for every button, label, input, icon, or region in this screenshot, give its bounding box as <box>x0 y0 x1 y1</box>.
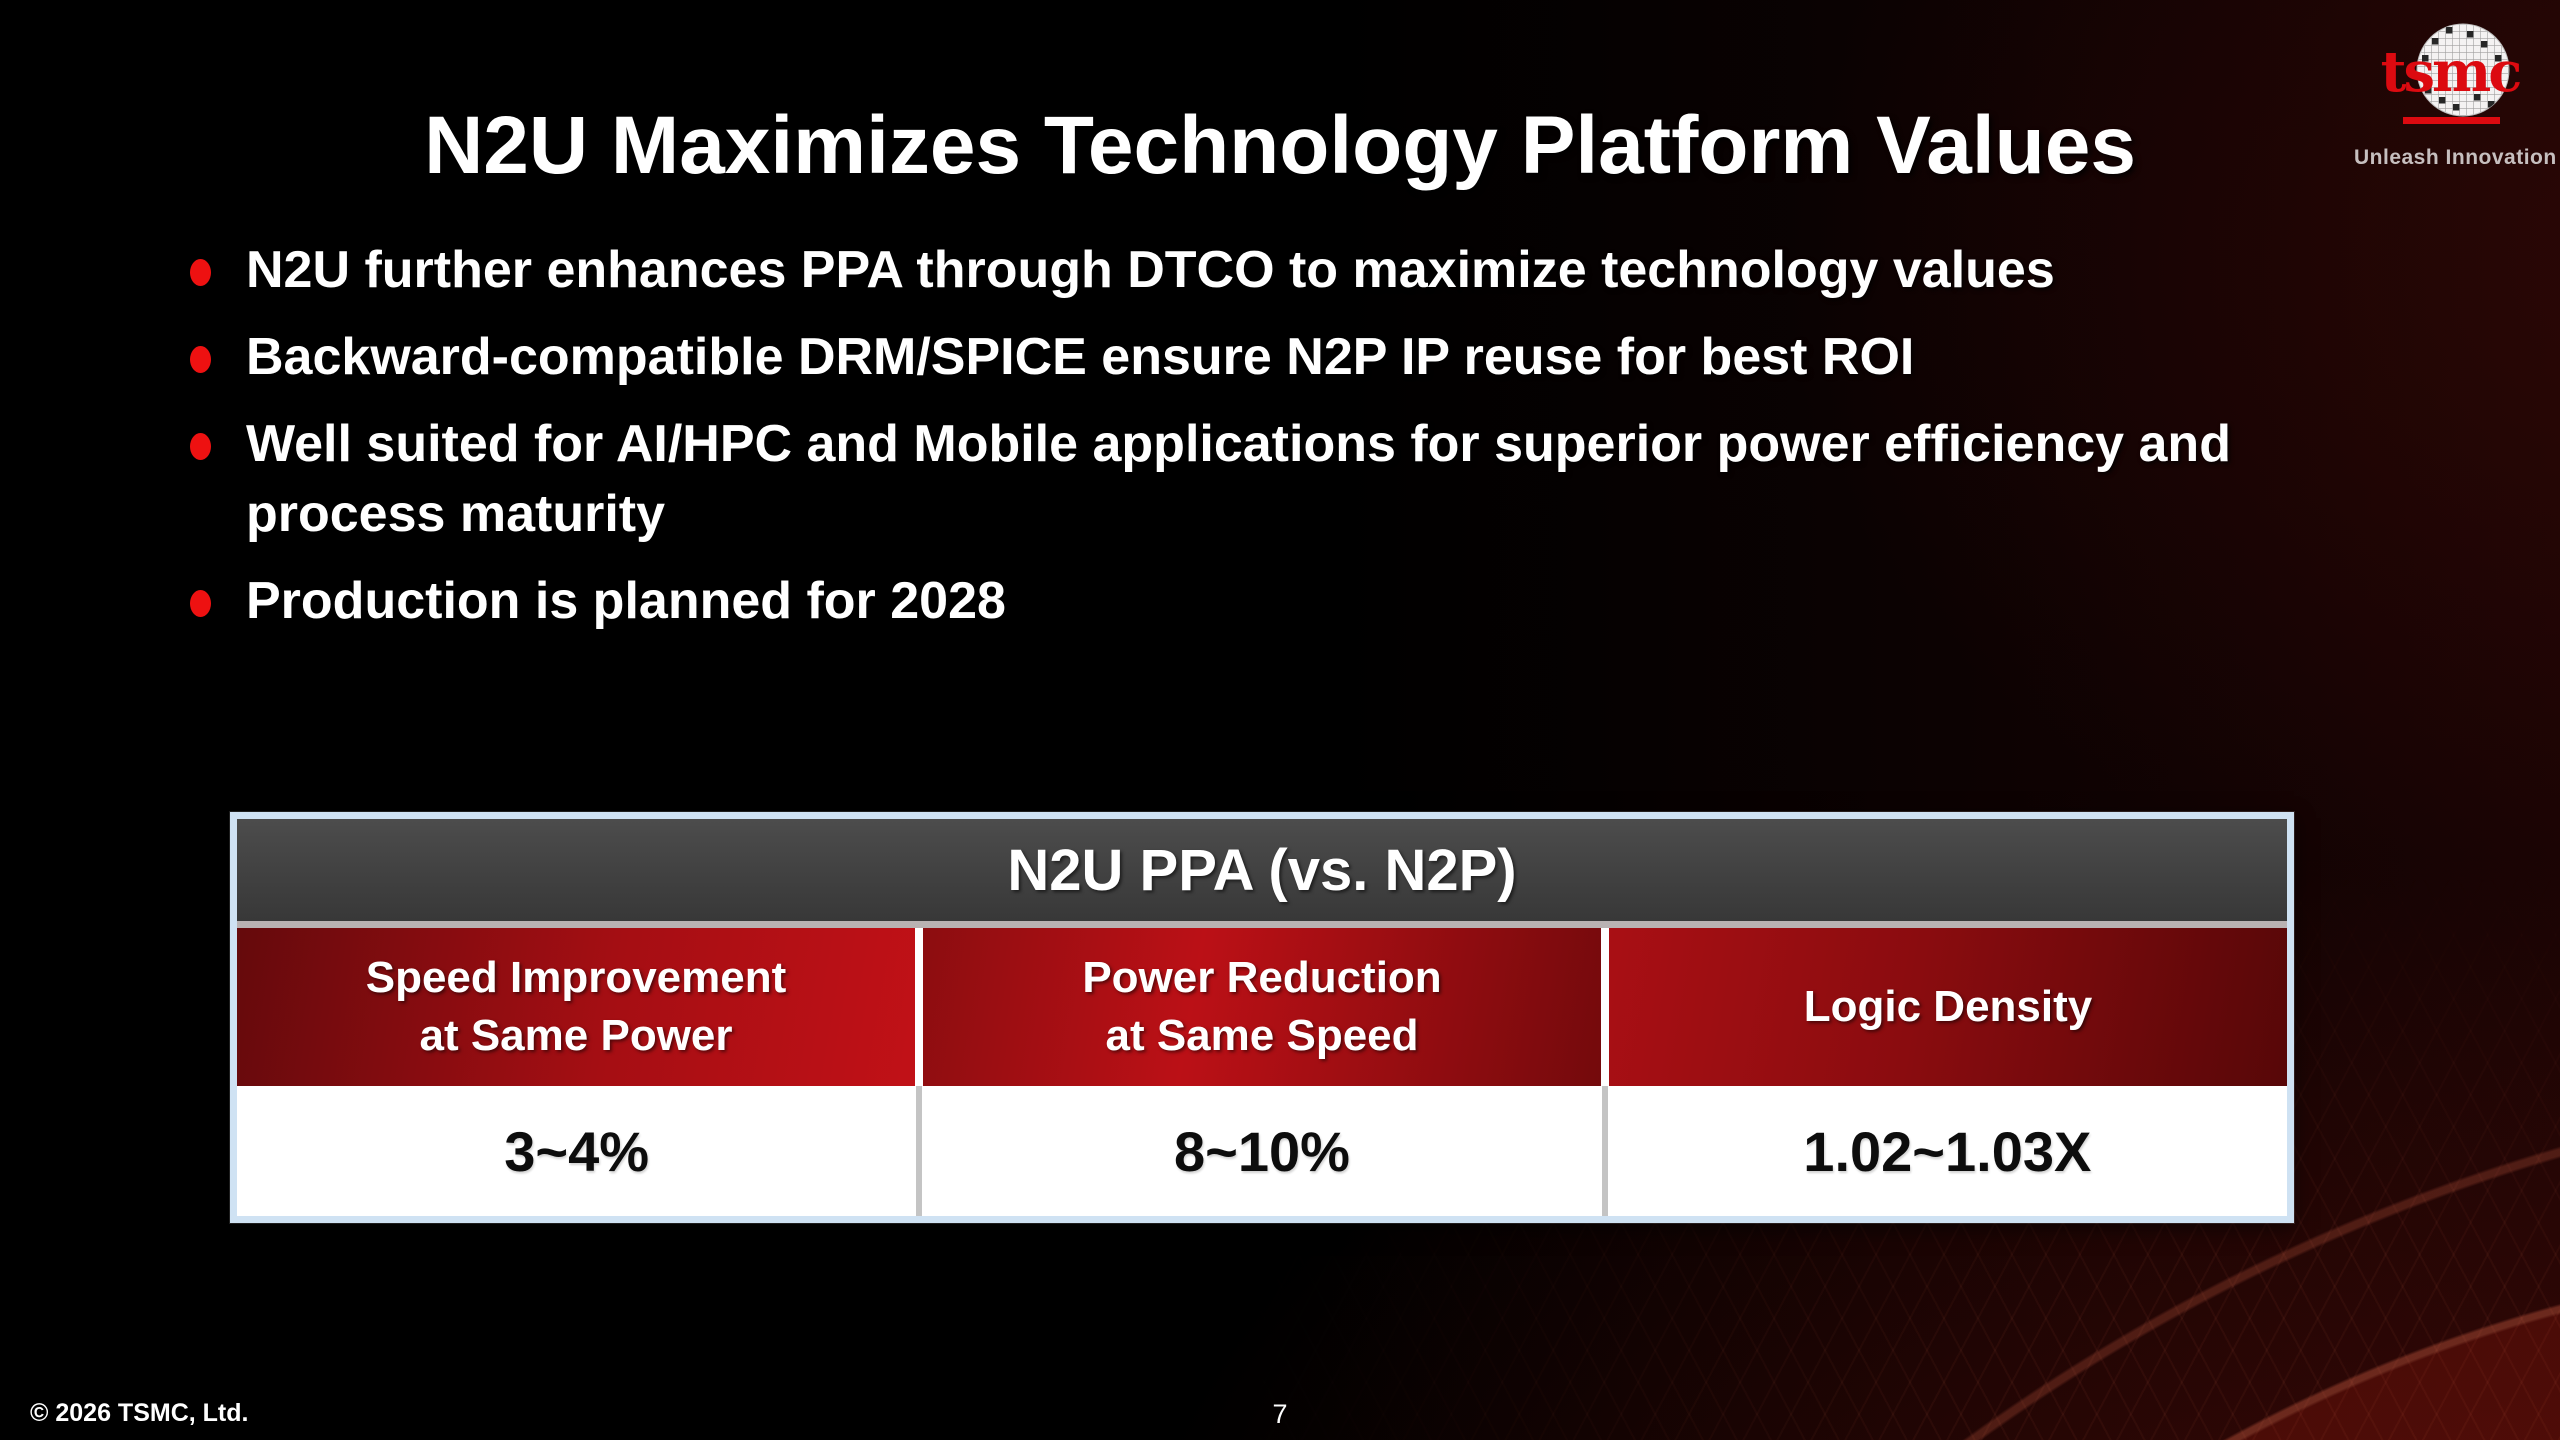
ppa-table-title: N2U PPA (vs. N2P) <box>237 819 2287 928</box>
bullet-dot-icon <box>190 259 211 286</box>
copyright-text: © 2026 TSMC, Ltd. <box>30 1399 249 1427</box>
ppa-header-power: Power Reduction at Same Speed <box>915 928 1601 1086</box>
ppa-header-line: Logic Density <box>1803 981 2093 1031</box>
page-number: 7 <box>1272 1399 1288 1429</box>
slide-title: N2U Maximizes Technology Platform Values <box>424 99 2136 191</box>
logo-tagline: Unleash Innovation <box>2354 146 2557 169</box>
logo-red-bar <box>2403 117 2500 124</box>
bullet-dot-icon <box>190 345 211 373</box>
tsmc-wafer-logo-icon: tsmc <box>2381 23 2523 124</box>
ppa-header-line: at Same Speed <box>1105 1011 1419 1060</box>
ppa-value-density: 1.02~1.03X <box>1601 1086 2287 1216</box>
bullet-item: Production is planned for 2028 <box>188 567 2418 637</box>
bullet-text: Production is planned for 2028 <box>246 571 1006 630</box>
ppa-header-line: Speed Improvement <box>365 952 787 1002</box>
ppa-header-line: Power Reduction <box>1082 952 1442 1002</box>
ppa-header-speed: Speed Improvement at Same Power <box>237 928 915 1086</box>
bullet-dot-icon <box>190 589 211 617</box>
bullet-text: Backward-compatible DRM/SPICE ensure N2P… <box>246 327 1915 386</box>
bullet-item: N2U further enhances PPA through DTCO to… <box>188 236 2418 306</box>
tsmc-brand-text: tsmc <box>2381 39 2521 105</box>
ppa-value-speed: 3~4% <box>504 1119 650 1183</box>
bullet-text: Well suited for AI/HPC and Mobile applic… <box>246 414 2231 543</box>
bullet-dot-icon <box>190 432 211 460</box>
bullet-text: N2U further enhances PPA through DTCO to… <box>246 241 2055 299</box>
ppa-value-row: 3~4% 8~10% 1.02~1.03X <box>237 1086 2287 1216</box>
ppa-value-power: 8~10% <box>916 1086 1601 1216</box>
ppa-header-line: at Same Power <box>419 1011 733 1060</box>
tsmc-logo: tsmc Unleash Innovation <box>2354 10 2557 170</box>
bullet-list: N2U further enhances PPA through DTCO to… <box>188 236 2418 654</box>
ppa-header-row: Speed Improvement at Same Power Power Re… <box>237 928 2287 1086</box>
ppa-header-density: Logic Density <box>1601 928 2287 1086</box>
wafer-die-squares <box>2422 27 2502 111</box>
bullet-item: Well suited for AI/HPC and Mobile applic… <box>188 410 2418 550</box>
ppa-table: N2U PPA (vs. N2P) Speed Improvement at S… <box>230 812 2294 1223</box>
bullet-item: Backward-compatible DRM/SPICE ensure N2P… <box>188 323 2418 393</box>
